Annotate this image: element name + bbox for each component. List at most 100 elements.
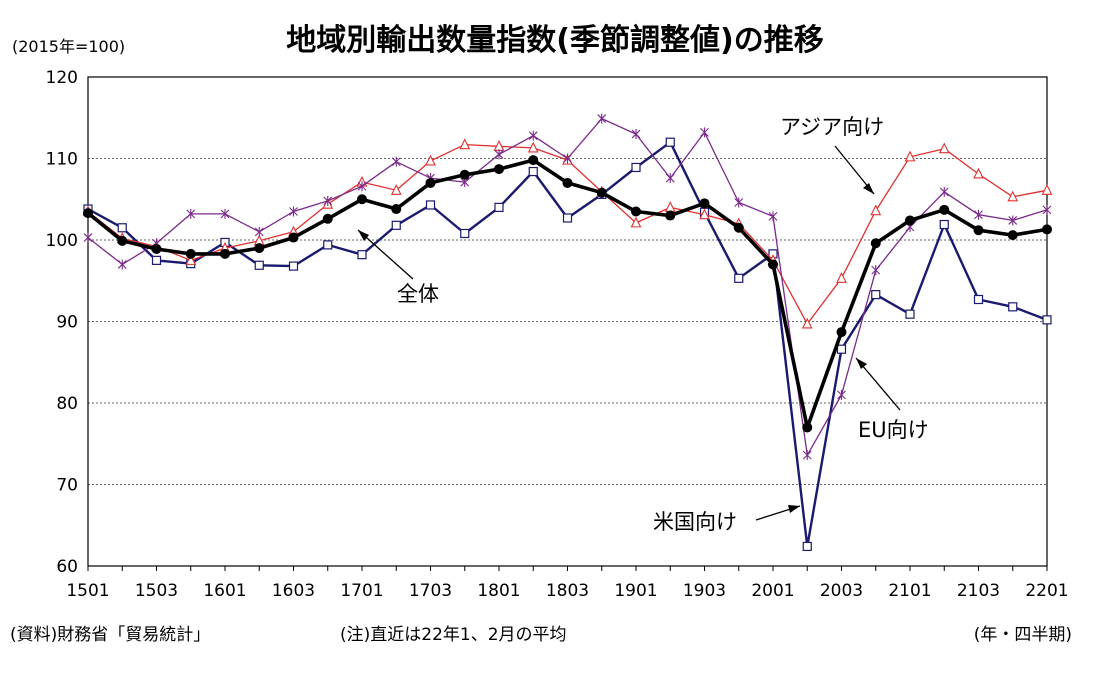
point-eu <box>563 153 572 164</box>
annotation-asia: アジア向け <box>780 115 884 139</box>
point-eu <box>734 197 744 208</box>
point-total <box>391 204 402 215</box>
point-asia <box>836 272 847 283</box>
point-total <box>1007 230 1018 241</box>
y-tick-label-110: 110 <box>46 150 78 170</box>
point-us <box>288 261 299 271</box>
point-total <box>1042 224 1052 235</box>
point-us <box>323 240 333 250</box>
x-tick-label-1703: 1703 <box>409 581 452 601</box>
point-total <box>699 198 710 209</box>
point-total <box>322 213 333 224</box>
point-total <box>973 225 984 236</box>
y-tick-label-80: 80 <box>56 394 78 414</box>
y-tick-label-100: 100 <box>46 231 78 251</box>
x-tick-label-2201: 2201 <box>1025 581 1068 601</box>
point-us <box>1008 302 1018 312</box>
point-us <box>665 137 675 147</box>
point-eu <box>597 113 607 124</box>
point-total <box>596 187 607 198</box>
point-us <box>528 166 538 177</box>
x-axis: 1501 1503 1601 1603 1701 1703 1801 1803 1901 1903… <box>66 566 1069 601</box>
annotation-total: 全体 <box>397 282 439 306</box>
point-us <box>871 290 881 300</box>
y-tick-label-60: 60 <box>56 557 78 577</box>
point-us <box>802 541 812 552</box>
point-us <box>836 344 847 354</box>
point-us <box>254 260 264 270</box>
point-total <box>494 164 504 175</box>
point-total <box>802 422 813 433</box>
x-tick-label-2103: 2103 <box>957 581 1000 601</box>
point-asia <box>527 141 539 153</box>
point-eu <box>254 226 264 237</box>
point-eu <box>700 127 709 138</box>
series-total <box>83 155 1052 433</box>
unit-label: (2015年=100) <box>12 37 125 56</box>
arrow-total-head <box>358 230 369 241</box>
point-total <box>733 222 744 233</box>
series-eu <box>83 113 1052 461</box>
x-tick-label-2101: 2101 <box>888 581 931 601</box>
x-tick-label-1501: 1501 <box>66 581 109 601</box>
x-tick-label-1603: 1603 <box>272 581 315 601</box>
point-eu <box>974 209 983 220</box>
point-total <box>254 243 265 254</box>
point-total <box>117 235 128 246</box>
point-eu <box>528 130 538 141</box>
annotation-eu: EU向け <box>858 418 929 442</box>
point-eu <box>871 265 881 276</box>
point-total <box>562 177 573 188</box>
point-total <box>220 248 230 259</box>
point-total <box>83 208 93 219</box>
point-eu <box>289 206 298 217</box>
data-note: (注)直近は22年1、2月の平均 <box>340 625 567 645</box>
point-eu <box>1008 215 1018 226</box>
x-tick-label-1601: 1601 <box>203 581 246 601</box>
point-us <box>425 200 436 210</box>
point-eu <box>83 232 93 243</box>
point-asia <box>801 317 813 329</box>
period-label: (年・四半期) <box>974 625 1072 645</box>
point-asia <box>904 150 916 162</box>
series-layer <box>82 113 1053 552</box>
arrow-total <box>357 229 414 280</box>
arrow-asia-head <box>863 183 874 194</box>
point-us <box>460 228 470 239</box>
point-eu <box>117 259 127 270</box>
point-eu <box>323 195 333 206</box>
point-us <box>905 309 915 319</box>
chart-title: 地域別輸出数量指数(季節調整値)の推移 <box>286 23 823 58</box>
point-total <box>185 248 196 259</box>
point-asia <box>870 204 882 216</box>
x-tick-label-1503: 1503 <box>135 581 178 601</box>
series-us <box>83 137 1052 552</box>
point-us <box>1042 315 1052 325</box>
point-eu <box>802 450 812 461</box>
point-eu <box>939 186 949 197</box>
point-total <box>357 194 367 205</box>
point-total <box>631 206 641 217</box>
x-tick-label-1901: 1901 <box>614 581 657 601</box>
point-eu <box>357 181 367 192</box>
point-asia <box>630 216 642 228</box>
point-total <box>288 232 299 243</box>
point-total <box>528 155 539 166</box>
plot-frame <box>87 76 1048 567</box>
point-eu <box>186 208 196 219</box>
arrow-eu-head <box>856 358 867 369</box>
point-asia <box>390 184 402 195</box>
point-eu <box>391 156 401 167</box>
x-tick-label-1903: 1903 <box>683 581 726 601</box>
point-us <box>494 202 504 212</box>
point-us <box>117 223 127 233</box>
x-tick-label-1803: 1803 <box>546 581 589 601</box>
point-eu <box>768 211 778 222</box>
point-asia <box>1041 184 1053 195</box>
y-tick-label-120: 120 <box>46 68 78 88</box>
point-eu <box>494 149 504 160</box>
point-total <box>425 177 436 188</box>
point-asia <box>699 208 710 220</box>
point-asia <box>425 154 436 166</box>
point-total <box>665 210 676 221</box>
